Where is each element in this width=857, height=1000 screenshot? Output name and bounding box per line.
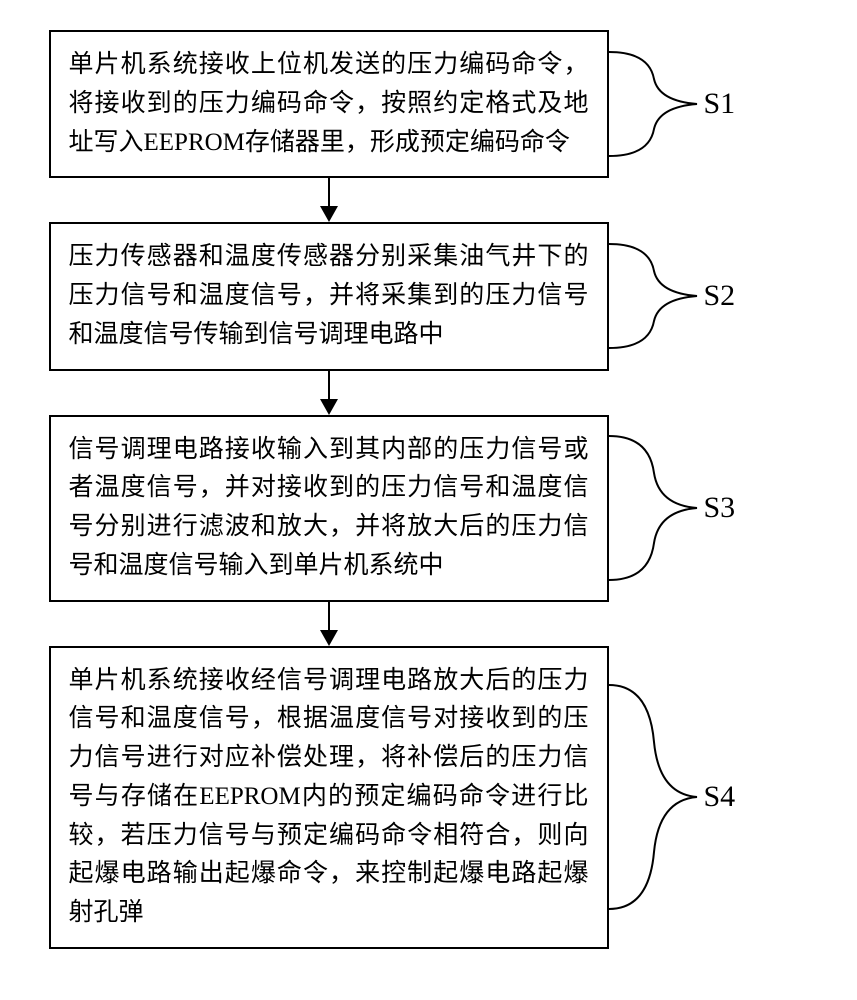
step-box-3: 信号调理电路接收输入到其内部的压力信号或者温度信号，并对接收到的压力信号和温度信… [49,415,609,602]
step-text-1: 单片机系统接收上位机发送的压力编码命令，将接收到的压力编码命令，按照约定格式及地… [69,51,589,156]
bracket-icon [609,682,699,912]
step-label-4: S4 [704,780,736,814]
step-text-2: 压力传感器和温度传感器分别采集油气井下的压力信号和温度信号，并将采集到的压力信号… [69,243,589,348]
step-box-1: 单片机系统接收上位机发送的压力编码命令，将接收到的压力编码命令，按照约定格式及地… [49,30,609,178]
step-label-2: S2 [704,279,736,313]
bracket-icon [609,241,699,351]
step-text-4: 单片机系统接收经信号调理电路放大后的压力信号和温度信号，根据温度信号对接收到的压… [69,667,589,927]
step-row-1: 单片机系统接收上位机发送的压力编码命令，将接收到的压力编码命令，按照约定格式及地… [49,30,809,178]
step-label-1: S1 [704,87,736,121]
arrow-icon [49,371,609,415]
arrow-icon [49,602,609,646]
step-row-2: 压力传感器和温度传感器分别采集油气井下的压力信号和温度信号，并将采集到的压力信号… [49,222,809,370]
bracket-icon [609,433,699,583]
step-text-3: 信号调理电路接收输入到其内部的压力信号或者温度信号，并对接收到的压力信号和温度信… [69,436,589,579]
step-box-2: 压力传感器和温度传感器分别采集油气井下的压力信号和温度信号，并将采集到的压力信号… [49,222,609,370]
step-row-3: 信号调理电路接收输入到其内部的压力信号或者温度信号，并对接收到的压力信号和温度信… [49,415,809,602]
step-label-3: S3 [704,491,736,525]
bracket-icon [609,49,699,159]
step-row-4: 单片机系统接收经信号调理电路放大后的压力信号和温度信号，根据温度信号对接收到的压… [49,646,809,949]
step-box-4: 单片机系统接收经信号调理电路放大后的压力信号和温度信号，根据温度信号对接收到的压… [49,646,609,949]
arrow-icon [49,178,609,222]
flowchart-container: 单片机系统接收上位机发送的压力编码命令，将接收到的压力编码命令，按照约定格式及地… [49,30,809,949]
